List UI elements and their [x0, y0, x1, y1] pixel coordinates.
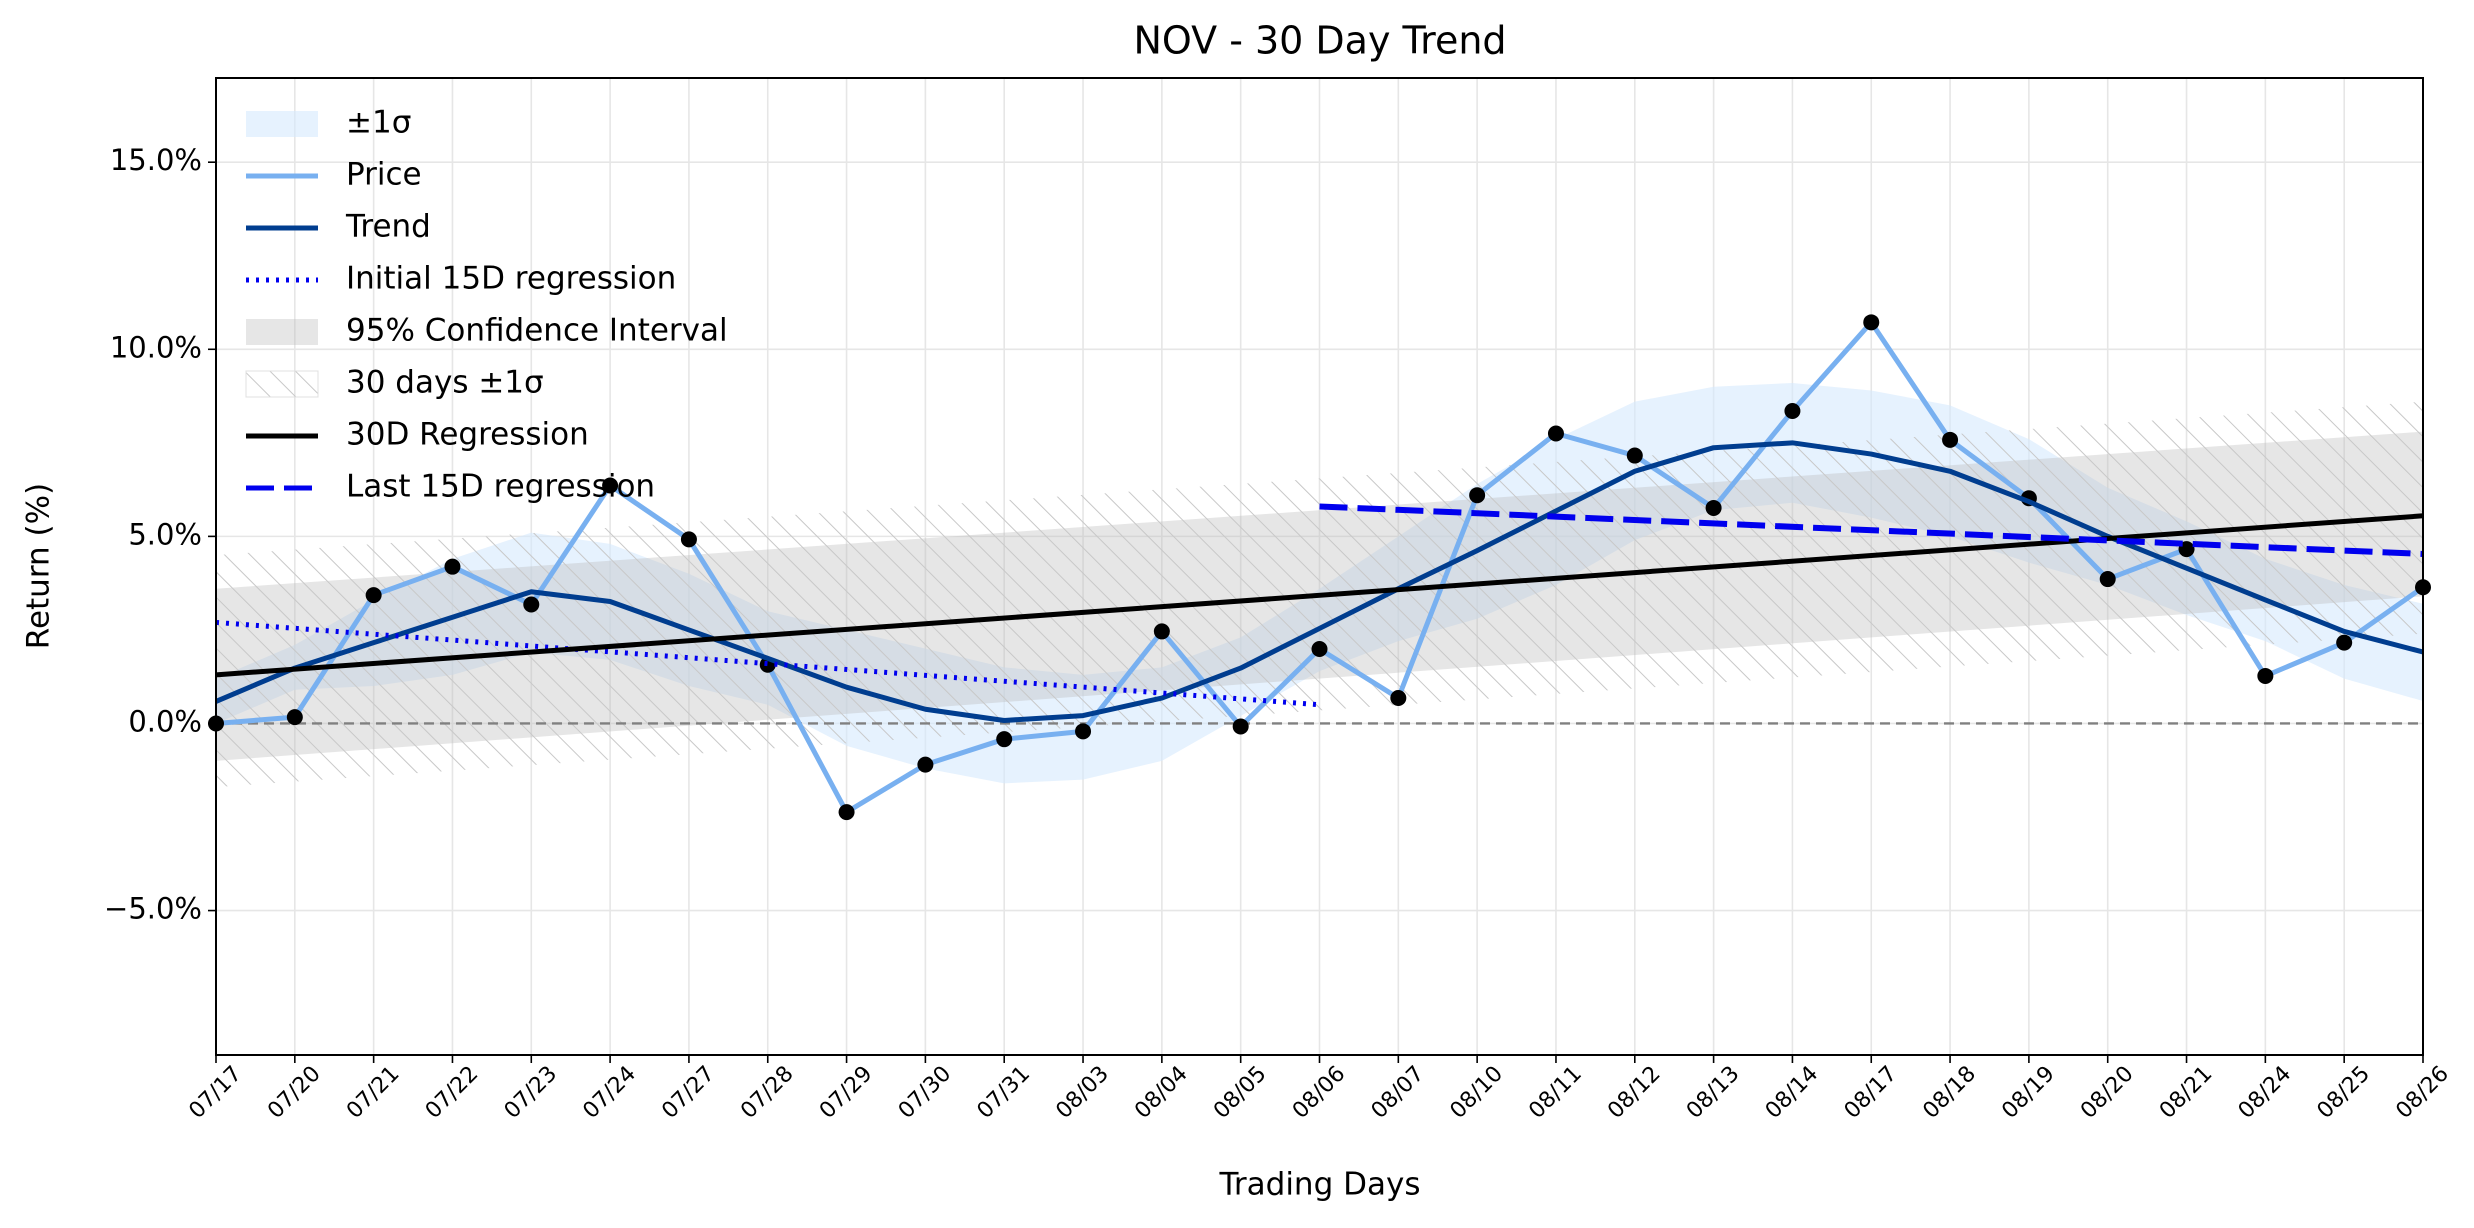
marker	[1863, 314, 1880, 331]
legend-swatch	[245, 370, 319, 398]
marker	[917, 756, 934, 773]
marker	[1942, 431, 1959, 448]
marker	[286, 709, 303, 726]
y-tick-label: 10.0%	[110, 330, 202, 364]
marker	[1705, 499, 1722, 516]
marker	[602, 477, 619, 494]
marker	[2099, 571, 2116, 588]
marker	[1311, 641, 1328, 658]
marker	[838, 804, 855, 821]
line	[215, 513, 2424, 678]
y-tick-label: 5.0%	[128, 517, 202, 551]
x-axis-label: Trading Days	[1219, 1167, 1421, 1203]
y-axis-label: Return (%)	[21, 483, 57, 649]
y-tick-label: 0.0%	[128, 704, 202, 738]
legend-label: 30 days ±1σ	[346, 365, 544, 401]
marker	[1547, 425, 1564, 442]
marker	[996, 731, 1013, 748]
marker	[1153, 623, 1170, 640]
marker	[1075, 723, 1092, 740]
line	[1319, 503, 2424, 557]
legend-swatch	[246, 111, 318, 137]
legend-label: 95% Confidence Interval	[346, 313, 728, 349]
legend-label: Price	[346, 157, 422, 193]
marker	[680, 531, 697, 548]
line	[215, 619, 1320, 708]
y-tick-label: 15.0%	[110, 143, 202, 177]
legend-label: Last 15D regression	[346, 469, 655, 505]
legend-label: Initial 15D regression	[346, 261, 676, 297]
marker	[2257, 667, 2274, 684]
y-tick-label: −5.0%	[104, 892, 202, 926]
marker	[444, 558, 461, 575]
marker	[2336, 634, 2353, 651]
legend-swatch	[246, 319, 318, 345]
legend-label: Trend	[345, 209, 431, 245]
legend-label: 30D Regression	[346, 417, 589, 453]
legend-label: ±1σ	[346, 105, 411, 141]
marker	[1232, 718, 1249, 735]
marker	[1469, 487, 1486, 504]
axes-frame	[215, 77, 2424, 1056]
line	[215, 440, 2424, 723]
marker	[1390, 690, 1407, 707]
marker	[1784, 403, 1801, 420]
marker	[1626, 447, 1643, 464]
marker	[365, 587, 382, 604]
marker	[523, 596, 540, 613]
chart-title: NOV - 30 Day Trend	[1133, 19, 1506, 63]
